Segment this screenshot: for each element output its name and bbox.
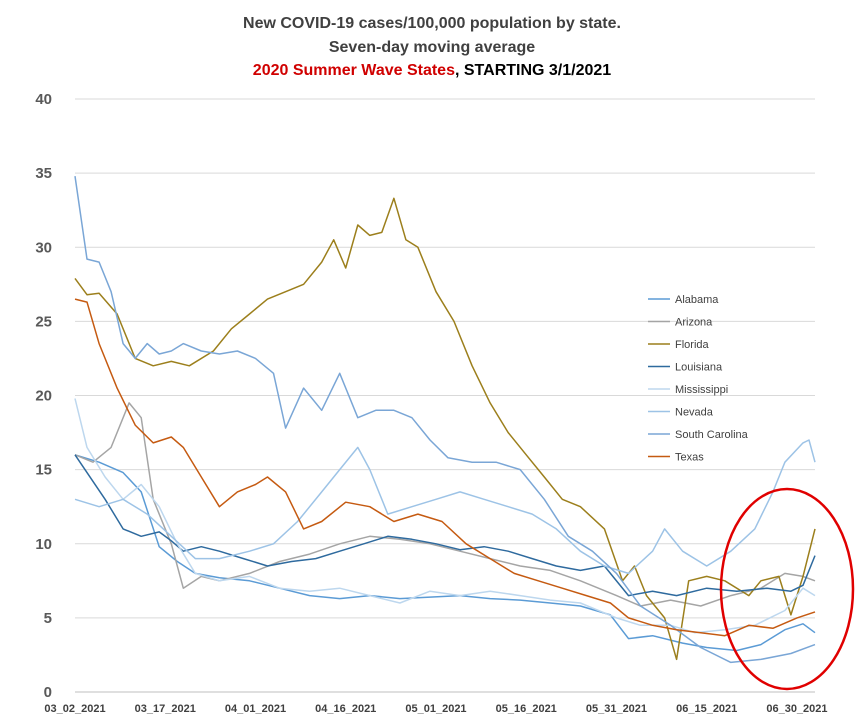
series-line-south-carolina: [74, 175, 816, 664]
y-tick-label: 30: [35, 239, 52, 256]
legend-label-south-carolina: South Carolina: [675, 429, 749, 441]
x-tick-label: 06_30_2021: [766, 703, 827, 715]
series-line-texas: [74, 298, 816, 637]
x-tick-label: 03_02_2021: [44, 703, 105, 715]
y-tick-label: 40: [35, 91, 52, 108]
x-axis: 03_02_2021 03_17_2021 04_01_2021 04_16_2021…: [44, 703, 827, 715]
x-tick-label: 05_31_2021: [586, 703, 647, 715]
y-tick-label: 10: [35, 536, 52, 553]
y-tick-label: 5: [44, 610, 52, 627]
legend-label-florida: Florida: [675, 339, 710, 351]
x-tick-label: 05_01_2021: [405, 703, 466, 715]
y-tick-label: 20: [35, 388, 52, 405]
series-lines: [74, 175, 816, 664]
grid: [75, 98, 815, 693]
series-line-louisiana: [74, 454, 816, 597]
legend: Alabama Arizona Florida Louisiana Mississipp…: [648, 294, 749, 464]
title-start: , STARTING 3/1/2021: [455, 62, 611, 79]
series-line-nevada: [74, 439, 816, 575]
legend-label-texas: Texas: [675, 452, 704, 464]
series-line-alabama: [74, 454, 816, 652]
legend-label-louisiana: Louisiana: [675, 362, 723, 374]
legend-label-alabama: Alabama: [675, 294, 719, 306]
legend-label-mississippi: Mississippi: [675, 384, 728, 396]
legend-label-arizona: Arizona: [675, 317, 713, 329]
title-highlight: 2020 Summer Wave States: [253, 62, 455, 79]
legend-label-nevada: Nevada: [675, 407, 714, 419]
x-tick-label: 04_01_2021: [225, 703, 286, 715]
x-tick-label: 06_15_2021: [676, 703, 737, 715]
y-axis: 0 5 10 15 20 25 30 35 40: [35, 91, 52, 701]
title-line-1: New COVID-19 cases/100,000 population by…: [243, 15, 621, 32]
highlight-ellipse: [719, 487, 855, 691]
x-tick-label: 04_16_2021: [315, 703, 376, 715]
y-tick-label: 0: [44, 684, 52, 701]
y-tick-label: 35: [35, 165, 52, 182]
x-tick-label: 05_16_2021: [496, 703, 557, 715]
y-tick-label: 15: [35, 462, 52, 479]
series-line-florida: [74, 197, 816, 661]
chart-title: New COVID-19 cases/100,000 population by…: [243, 15, 621, 79]
title-line-2: Seven-day moving average: [329, 39, 535, 56]
x-tick-label: 03_17_2021: [135, 703, 196, 715]
title-line-3: 2020 Summer Wave States, STARTING 3/1/20…: [253, 62, 611, 79]
y-tick-label: 25: [35, 313, 52, 330]
